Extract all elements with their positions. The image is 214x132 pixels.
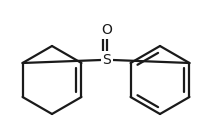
Text: S: S [103, 53, 111, 67]
Text: O: O [102, 23, 112, 37]
